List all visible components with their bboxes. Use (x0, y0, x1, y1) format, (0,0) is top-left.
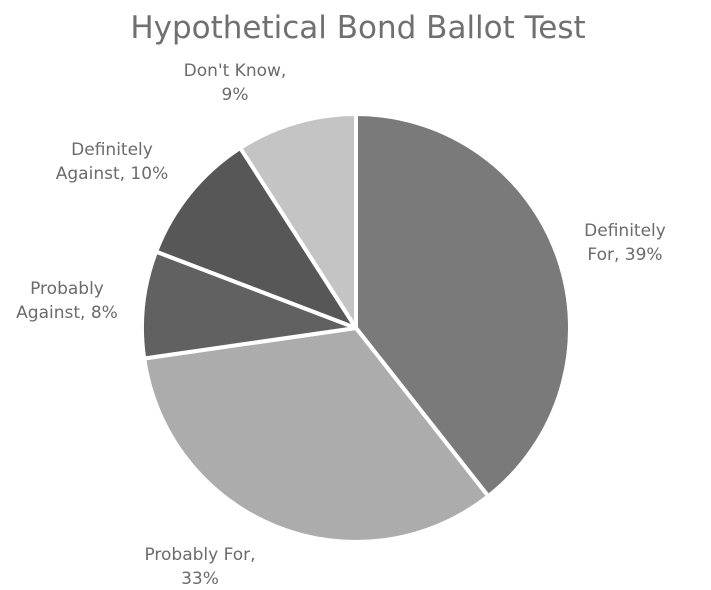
slice-label-definitely-for: Definitely For, 39% (584, 221, 666, 265)
pie-slices (140, 112, 573, 544)
pie-slice-probably-for (142, 326, 491, 544)
pie-slice-don-t-know (238, 112, 358, 330)
slice-label-definitely-against: Definitely Against, 10% (56, 140, 168, 184)
pie-slice-probably-against (140, 249, 358, 361)
slice-label-probably-for: Probably For, 33% (144, 545, 255, 589)
pie-slice-definitely-against (154, 145, 358, 330)
pie-slice-definitely-for (354, 112, 573, 499)
slice-label-don-t-know: Don't Know, 9% (184, 61, 287, 105)
slice-labels: Definitely For, 39% Probably For, 33% Probab… (16, 61, 666, 589)
slice-label-probably-against: Probably Against, 8% (16, 279, 118, 323)
chart-title: Hypothetical Bond Ballot Test (130, 10, 585, 46)
